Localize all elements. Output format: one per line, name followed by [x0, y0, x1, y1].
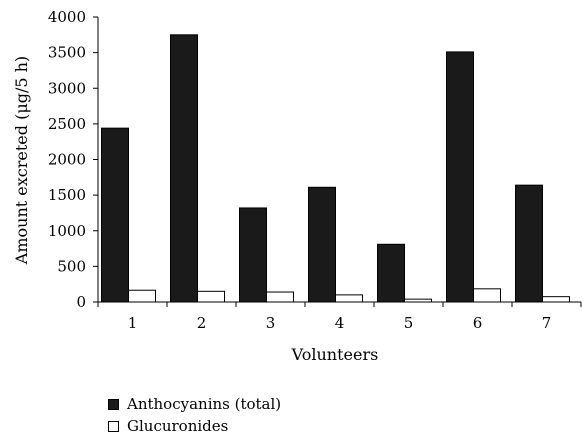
legend-swatch-glucuronides	[108, 420, 119, 432]
bar-glucuronides	[266, 291, 294, 303]
chart-legend: Anthocyanins (total) Glucuronides	[108, 393, 281, 437]
y-tick-label: 1500	[48, 186, 86, 204]
bar-glucuronides	[197, 290, 225, 303]
bar-glucuronides	[473, 288, 501, 303]
x-tick-label: 7	[542, 314, 552, 332]
legend-label-anthocyanins: Anthocyanins (total)	[127, 395, 282, 413]
x-tick-label: 3	[266, 314, 276, 332]
y-tick-label: 2500	[48, 115, 86, 133]
bar-anthocyanins	[446, 51, 474, 303]
bar-anthocyanins	[239, 207, 267, 303]
y-tick-label: 3000	[48, 79, 86, 97]
y-tick-label: 0	[76, 293, 86, 311]
bar-glucuronides	[335, 294, 363, 303]
bar-anthocyanins	[377, 243, 405, 303]
bar-glucuronides	[128, 289, 156, 303]
bar-glucuronides	[542, 296, 570, 303]
y-tick-label: 1000	[48, 222, 86, 240]
y-tick-label: 3500	[48, 44, 86, 62]
y-axis-title: Amount excreted (μg/5 h)	[12, 56, 31, 265]
x-tick-label: 1	[128, 314, 138, 332]
bar-anthocyanins	[308, 186, 336, 303]
bar-anthocyanins	[170, 34, 198, 303]
y-tick-label: 4000	[48, 8, 86, 26]
x-tick-label: 4	[335, 314, 345, 332]
y-tick-label: 2000	[48, 151, 86, 169]
bar-anthocyanins	[515, 184, 543, 303]
legend-label-glucuronides: Glucuronides	[127, 417, 229, 435]
x-tick-label: 2	[197, 314, 207, 332]
x-axis-title: Volunteers	[291, 345, 379, 364]
legend-item-glucuronides: Glucuronides	[108, 415, 281, 437]
bar-glucuronides	[404, 298, 432, 303]
x-tick-label: 6	[473, 314, 483, 332]
legend-swatch-anthocyanins	[108, 398, 119, 410]
legend-item-anthocyanins: Anthocyanins (total)	[108, 393, 281, 415]
y-tick-label: 500	[57, 257, 86, 275]
x-tick-label: 5	[404, 314, 414, 332]
bar-anthocyanins	[101, 127, 129, 303]
